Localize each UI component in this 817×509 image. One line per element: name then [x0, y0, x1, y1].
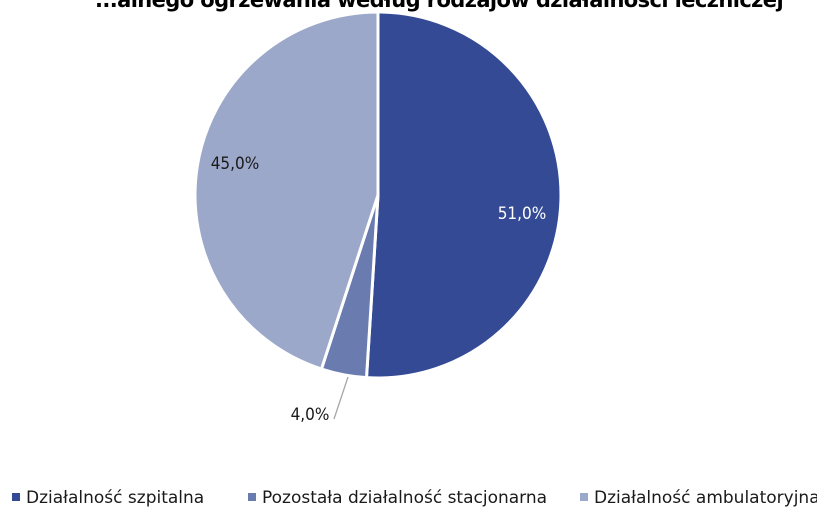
legend: Działalność szpitalna Pozostała działaln… [12, 488, 817, 509]
chart-title: ...alnego ogrzewania według rodzajów dzi… [95, 0, 784, 12]
legend-item-hospital: Działalność szpitalna [12, 488, 204, 508]
slice-label-other-inpatient: 4,0% [291, 405, 330, 425]
legend-item-other-inpatient: Pozostała działalność stacjonarna [248, 488, 547, 508]
pie-chart: 51,0% 4,0% 45,0% [193, 10, 563, 425]
legend-item-ambulatory: Działalność ambulatoryjna [580, 488, 817, 508]
legend-swatch-other-inpatient [248, 493, 256, 501]
legend-swatch-ambulatory [580, 493, 588, 501]
legend-swatch-hospital [12, 493, 20, 501]
leader-line-other-inpatient [333, 376, 349, 420]
slice-label-ambulatory: 45,0% [211, 154, 260, 174]
pie-slice-hospital [365, 10, 563, 380]
legend-label-hospital: Działalność szpitalna [26, 488, 205, 508]
legend-label-other-inpatient: Pozostała działalność stacjonarna [262, 488, 548, 508]
legend-label-ambulatory: Działalność ambulatoryjna [594, 488, 817, 508]
pie-slice-ambulatory [193, 10, 380, 371]
slice-label-hospital: 51,0% [498, 204, 547, 224]
